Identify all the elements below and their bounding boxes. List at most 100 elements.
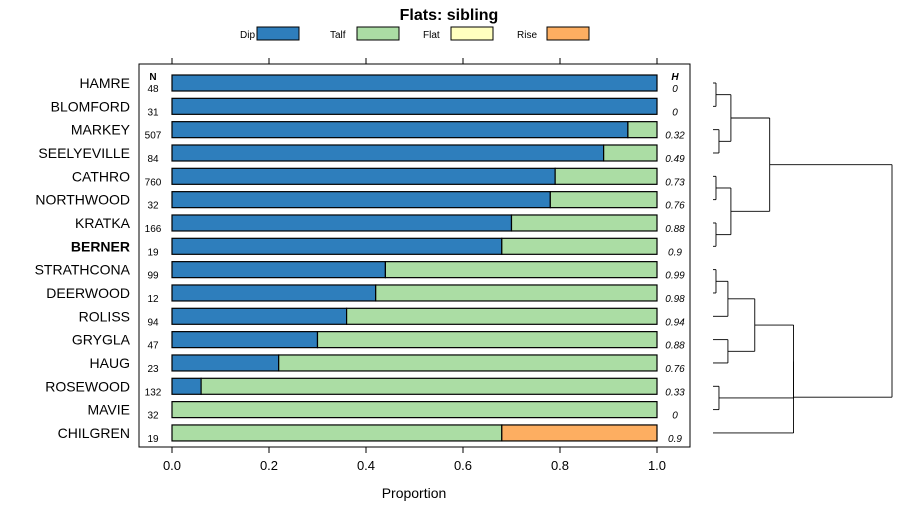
bar-segment [171, 191, 551, 209]
bar-segment [549, 191, 658, 209]
n-value: 99 [147, 271, 159, 282]
category-label: HAUG [90, 355, 130, 371]
category-label: KRATKA [75, 215, 131, 231]
bar-segment [171, 354, 280, 372]
legend-swatch [546, 26, 590, 41]
category-label: BERNER [71, 238, 130, 254]
legend-label: Rise [517, 30, 537, 41]
bar-segment [627, 121, 658, 139]
plot-panel [138, 63, 691, 448]
x-tick-label: 0.2 [260, 458, 278, 473]
bar-segment [171, 121, 629, 139]
n-value: 132 [145, 387, 162, 398]
n-value: 48 [147, 84, 159, 95]
bar-segment [171, 97, 658, 115]
h-value: 0.73 [665, 177, 685, 188]
h-value: 0 [672, 84, 678, 95]
h-value: 0.98 [665, 294, 685, 305]
category-label: BLOMFORD [51, 98, 130, 114]
bar-segment [278, 354, 658, 372]
h-value: 0.9 [668, 247, 682, 258]
category-label: ROLISS [79, 308, 130, 324]
bar-segment [603, 144, 658, 162]
bar-segment [171, 377, 202, 395]
legend-label: Talf [330, 30, 346, 41]
category-label: MARKEY [71, 122, 131, 138]
category-label: GRYGLA [72, 332, 131, 348]
n-value: 94 [147, 317, 159, 328]
x-tick-label: 0.6 [454, 458, 472, 473]
h-value: 0 [672, 107, 678, 118]
legend-swatch [256, 26, 300, 41]
legend: Dip Talf Flat Rise [240, 26, 590, 41]
n-value: 760 [145, 177, 162, 188]
n-value: 84 [147, 154, 159, 165]
bar-segment [384, 261, 658, 279]
x-tick-label: 1.0 [648, 458, 666, 473]
n-header: N [149, 72, 156, 83]
category-label: DEERWOOD [46, 285, 130, 301]
legend-swatch [450, 26, 494, 41]
h-value: 0.88 [665, 341, 685, 352]
x-axis: 0.0 0.2 0.4 0.6 0.8 1.0 [163, 58, 666, 473]
h-value: 0.32 [665, 131, 685, 142]
n-value: 19 [147, 247, 159, 258]
bar-segment [171, 307, 348, 325]
bar-segment [375, 284, 658, 302]
n-value: 166 [145, 224, 162, 235]
category-label: SEELYEVILLE [38, 145, 130, 161]
category-label: NORTHWOOD [35, 192, 130, 208]
h-value: 0.33 [665, 387, 685, 398]
bar-segment [171, 261, 386, 279]
category-label: ROSEWOOD [45, 378, 130, 394]
h-value: 0.76 [665, 201, 685, 212]
chart-title: Flats: sibling [400, 7, 499, 24]
n-value: 47 [147, 341, 159, 352]
h-value: 0.88 [665, 224, 685, 235]
h-value: 0.94 [665, 317, 685, 328]
bar-segment [346, 307, 658, 325]
bar-group [171, 74, 658, 442]
bar-segment [171, 214, 513, 232]
bar-segment [171, 237, 503, 255]
category-label: HAMRE [79, 75, 130, 91]
x-tick-label: 0.8 [551, 458, 569, 473]
n-value: 507 [145, 131, 162, 142]
category-labels: HAMRE BLOMFORD MARKEY SEELYEVILLE CATHRO NORT… [35, 75, 131, 441]
h-value: 0 [672, 411, 678, 422]
bar-segment [171, 401, 658, 419]
bar-segment [501, 424, 658, 442]
h-value: 0.9 [668, 434, 682, 445]
bar-segment [171, 74, 658, 92]
h-value: 0.99 [665, 271, 685, 282]
bar-segment [171, 284, 377, 302]
legend-swatch [356, 26, 400, 41]
category-label: MAVIE [87, 402, 130, 418]
bar-segment [501, 237, 658, 255]
legend-label: Flat [423, 30, 440, 41]
x-axis-label: Proportion [382, 485, 447, 501]
h-values: 0 0 0.32 0.49 0.73 0.76 0.88 0.9 0.99 0.98 0.94 0.8… [665, 84, 685, 445]
x-tick-label: 0.0 [163, 458, 181, 473]
bar-segment [171, 144, 605, 162]
n-value: 12 [147, 294, 159, 305]
h-value: 0.49 [665, 154, 685, 165]
dendrogram [713, 82, 893, 434]
h-value: 0.76 [665, 364, 685, 375]
category-label: CATHRO [72, 168, 130, 184]
n-value: 31 [147, 107, 159, 118]
bar-segment [171, 331, 319, 349]
bar-segment [171, 424, 503, 442]
category-label: STRATHCONA [35, 262, 131, 278]
bar-segment [554, 167, 658, 185]
x-tick-label: 0.4 [357, 458, 375, 473]
category-label: CHILGREN [58, 425, 130, 441]
n-value: 19 [147, 434, 159, 445]
bar-segment [171, 167, 556, 185]
legend-label: Dip [240, 30, 255, 41]
n-value: 23 [147, 364, 159, 375]
n-values: 48 31 507 84 760 32 166 19 99 12 94 47 23 132 32 19 [145, 84, 162, 445]
bar-segment [316, 331, 658, 349]
n-value: 32 [147, 411, 159, 422]
